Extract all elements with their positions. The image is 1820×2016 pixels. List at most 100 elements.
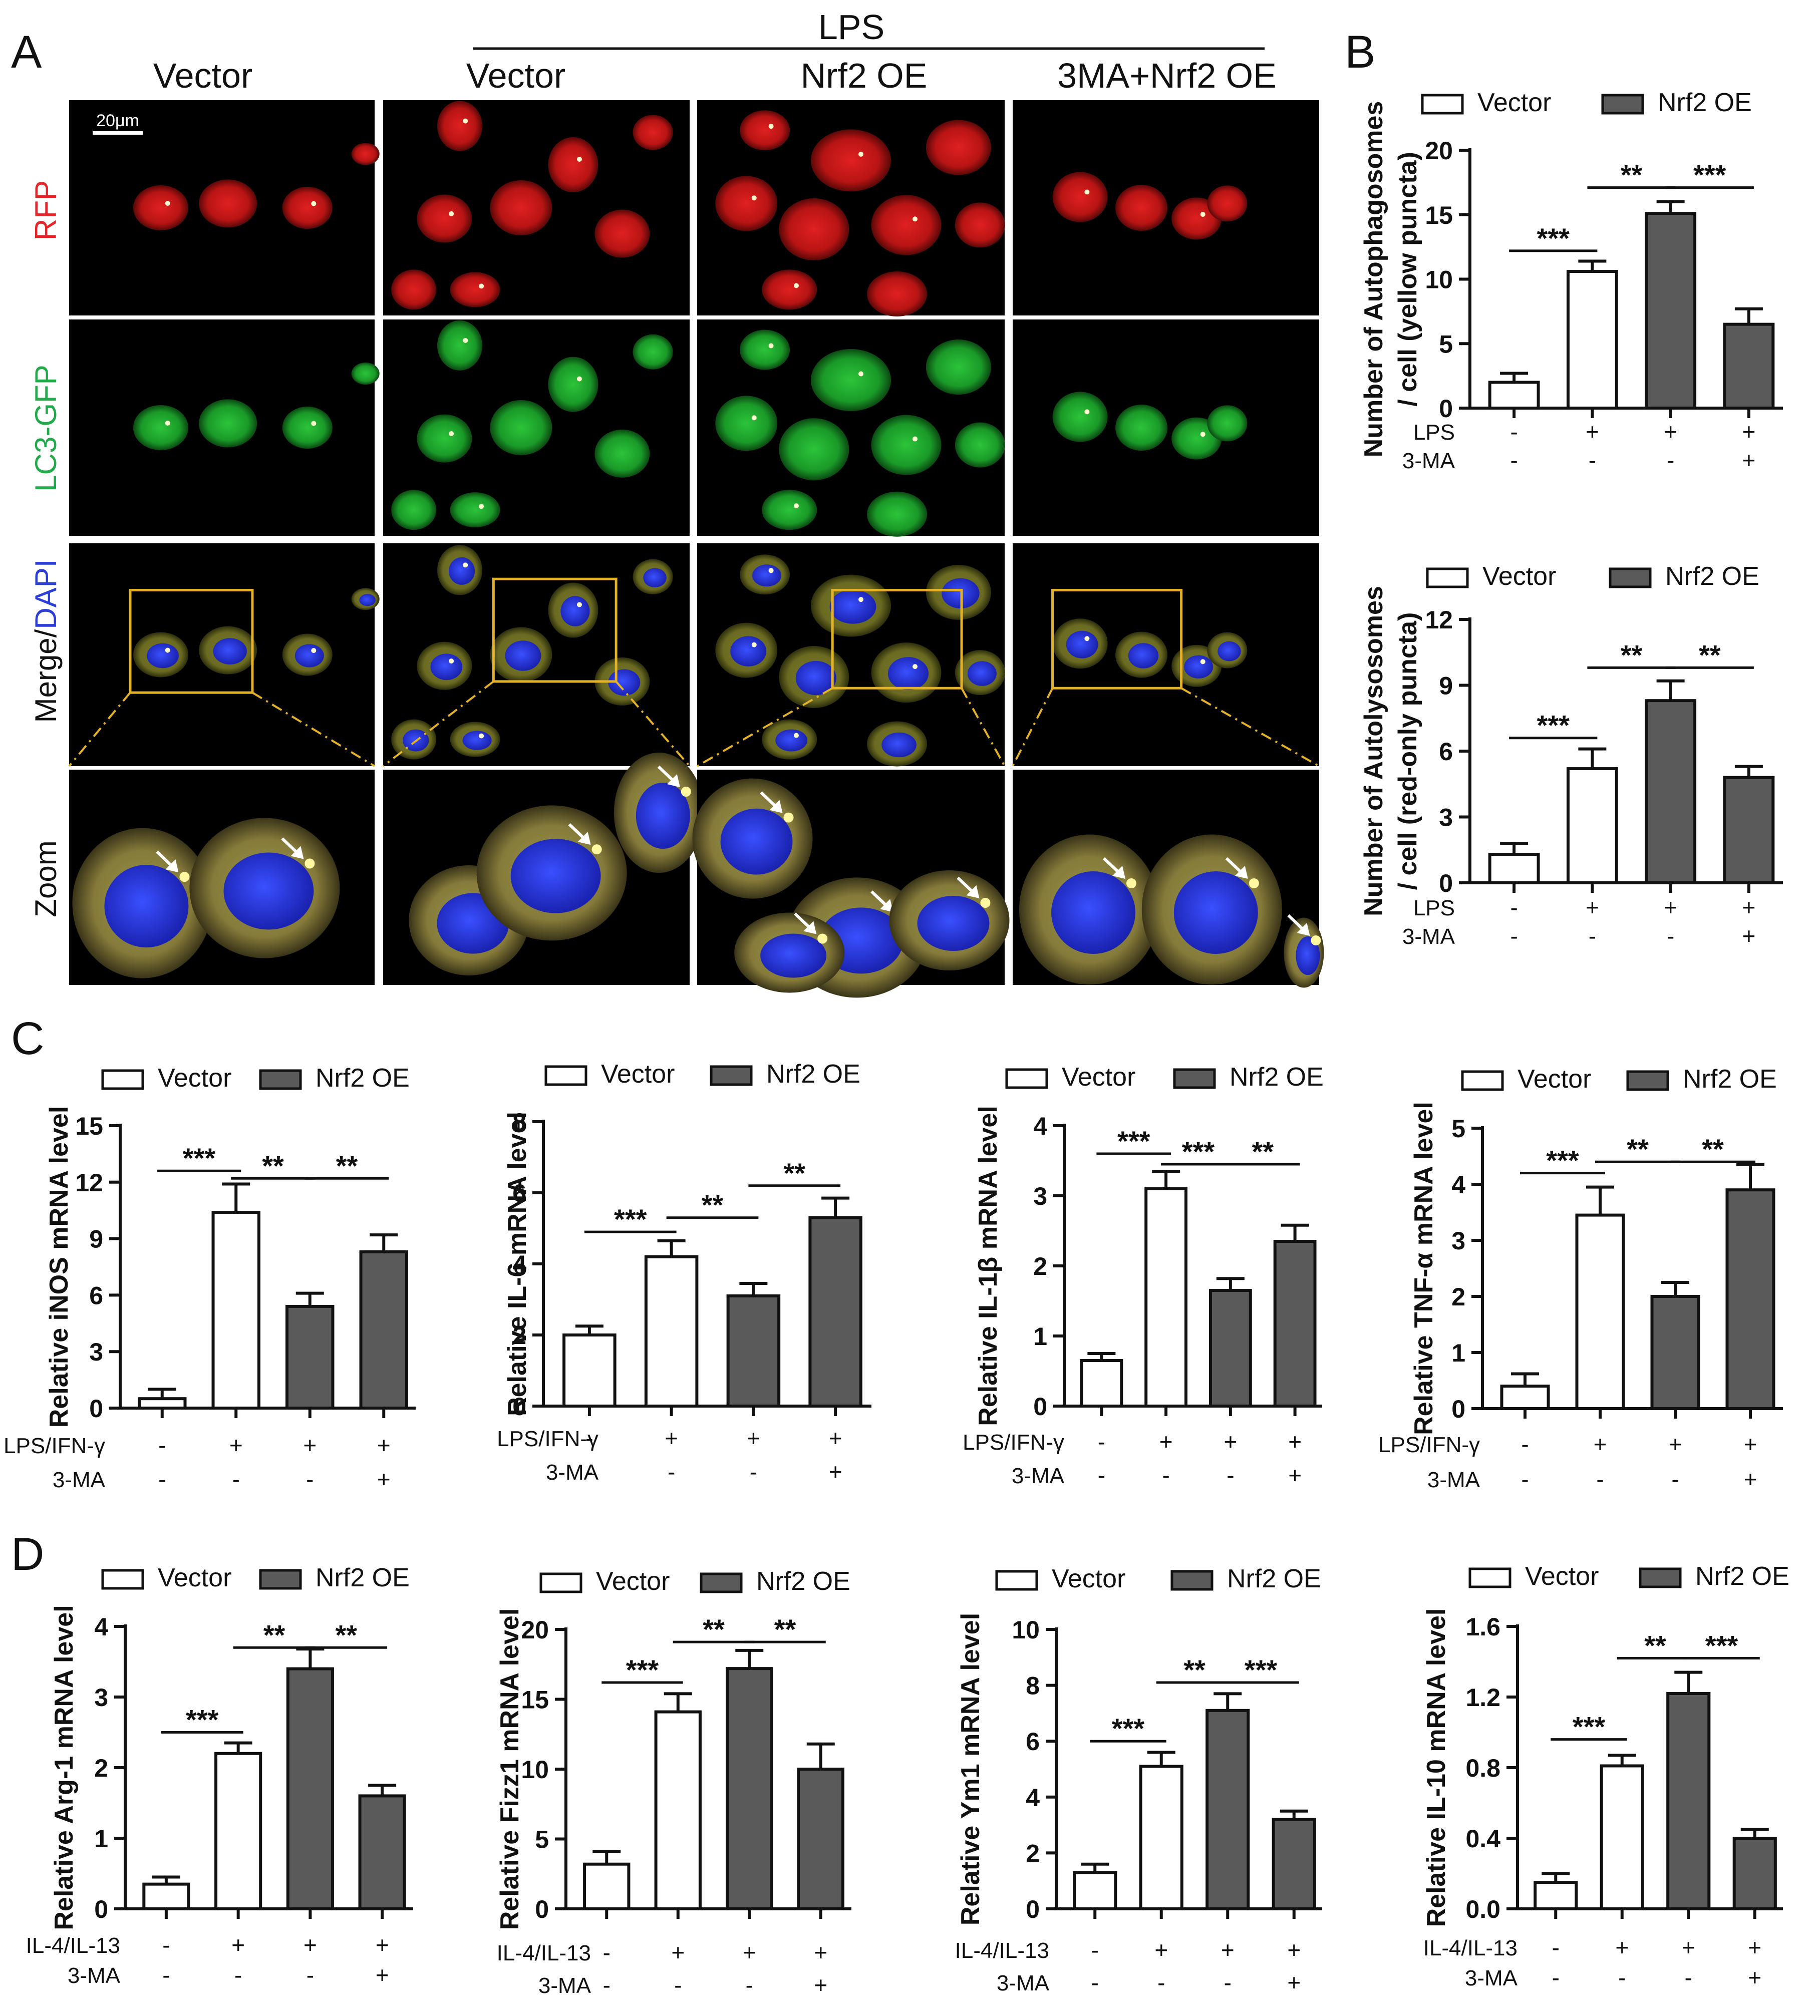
legend-label-nrf2: Nrf2 OE: [1227, 1564, 1321, 1593]
puncta: [463, 338, 468, 343]
cell: [867, 491, 928, 537]
y-tick-label: 3: [1451, 1227, 1465, 1255]
bar: [654, 1710, 702, 1911]
micrograph-tile: [697, 100, 1005, 316]
zoom-box: [492, 577, 618, 683]
cell: [740, 110, 790, 151]
condition-mark: -: [668, 1459, 675, 1485]
significance-label: **: [336, 1150, 358, 1181]
condition-row-label: LPS/IFN-γ: [963, 1430, 1064, 1455]
legend-swatch-vector: [101, 1569, 144, 1590]
cell: [762, 269, 817, 310]
y-tick-label: 6: [512, 1179, 526, 1207]
significance-label: **: [335, 1619, 357, 1650]
puncta: [751, 415, 757, 421]
legend-swatch-vector: [1005, 1068, 1048, 1089]
condition-mark: +: [1748, 1934, 1761, 1960]
significance-label: ***: [1182, 1136, 1215, 1167]
condition-mark: +: [1586, 419, 1599, 445]
puncta: [463, 118, 468, 124]
zoom-guide: [1180, 687, 1320, 767]
arrow-head: [577, 832, 591, 845]
row-label-dapi: DAPI: [29, 559, 63, 629]
puncta: [1200, 659, 1205, 664]
cell: [955, 202, 1005, 248]
bar: [1666, 1692, 1711, 1910]
y-tick-label: 12: [75, 1169, 103, 1197]
legend-swatch-nrf2: [710, 1065, 753, 1086]
significance-label: **: [263, 1619, 285, 1650]
condition-row-label: IL-4/IL-13: [1423, 1936, 1518, 1960]
zoom-guide: [1012, 688, 1054, 767]
y-tick-label: 10: [521, 1756, 549, 1784]
cell: [811, 129, 891, 192]
significance-label: **: [702, 1189, 724, 1221]
legend-label-vector: Vector: [596, 1567, 670, 1596]
condition-mark: +: [747, 1425, 760, 1451]
y-tick-label: 3: [94, 1684, 108, 1712]
condition-row-label: 3-MA: [1012, 1464, 1065, 1488]
y-tick-label: 4: [1026, 1784, 1040, 1812]
scale-bar: [93, 131, 143, 135]
legend-swatch-nrf2: [1170, 1570, 1214, 1591]
puncta: [576, 376, 582, 382]
condition-mark: -: [1685, 1964, 1692, 1990]
condition-row-label: LPS/IFN-γ: [497, 1427, 598, 1451]
legend-label-nrf2: Nrf2 OE: [316, 1563, 410, 1592]
legend-label-vector: Vector: [158, 1064, 231, 1093]
nucleus: [967, 661, 997, 686]
nucleus: [1066, 630, 1098, 658]
puncta: [913, 216, 918, 222]
bar: [1575, 1213, 1625, 1411]
condition-mark: +: [303, 1432, 317, 1458]
y-tick-label: 2: [94, 1754, 108, 1782]
condition-mark: +: [377, 1466, 391, 1492]
panel-letter: B: [1345, 27, 1375, 78]
nucleus: [213, 638, 247, 664]
y-tick-label: 8: [1026, 1672, 1040, 1700]
cell: [871, 415, 942, 475]
legend-label-vector: Vector: [601, 1060, 675, 1089]
column-header-2: Vector: [466, 56, 565, 95]
condition-mark: +: [665, 1425, 678, 1451]
condition-mark: -: [1510, 447, 1518, 473]
condition-row-label: 3-MA: [68, 1963, 121, 1988]
puncta: [751, 642, 757, 647]
condition-mark: -: [1091, 1937, 1099, 1963]
condition-mark: -: [158, 1432, 166, 1458]
bar: [1500, 1385, 1550, 1410]
condition-mark: +: [1615, 1934, 1629, 1960]
cell: [811, 349, 891, 411]
puncta: [576, 602, 582, 607]
puncta: [1249, 878, 1259, 888]
arrow-head: [290, 846, 304, 859]
cell: [450, 272, 500, 307]
bar: [1566, 270, 1618, 410]
cell: [715, 176, 778, 231]
chart-b1: B Vector Nrf2 OE 0 5 10 15 20 Number of Autophag…: [1345, 27, 1783, 473]
bar: [1650, 1295, 1700, 1410]
y-tick-label: 9: [89, 1225, 103, 1253]
arrow-head: [1235, 866, 1248, 879]
y-tick-label: 0.4: [1465, 1825, 1500, 1853]
bar: [142, 1882, 190, 1910]
legend-swatch-vector: [995, 1570, 1038, 1591]
scale-bar-label: 20μm: [96, 111, 139, 130]
chart-b2: Vector Nrf2 OE 0 3 6 9 12 Number of Autolysosom…: [1359, 562, 1783, 949]
legend-label-nrf2: Nrf2 OE: [1665, 562, 1759, 591]
significance-label: ***: [183, 1142, 216, 1174]
condition-mark: -: [1157, 1969, 1165, 1995]
y-tick-label: 3: [89, 1338, 103, 1366]
y-tick-label: 15: [521, 1686, 549, 1714]
y-tick-label: 0: [1451, 1395, 1465, 1423]
condition-row-label: LPS/IFN-γ: [1378, 1433, 1480, 1457]
condition-mark: -: [750, 1459, 757, 1485]
puncta: [479, 733, 484, 739]
nucleus: [752, 564, 782, 587]
puncta: [1200, 432, 1205, 437]
significance-label: **: [1252, 1136, 1274, 1167]
cell: [594, 429, 650, 478]
panel-letter: D: [11, 1529, 44, 1580]
puncta: [165, 647, 170, 653]
